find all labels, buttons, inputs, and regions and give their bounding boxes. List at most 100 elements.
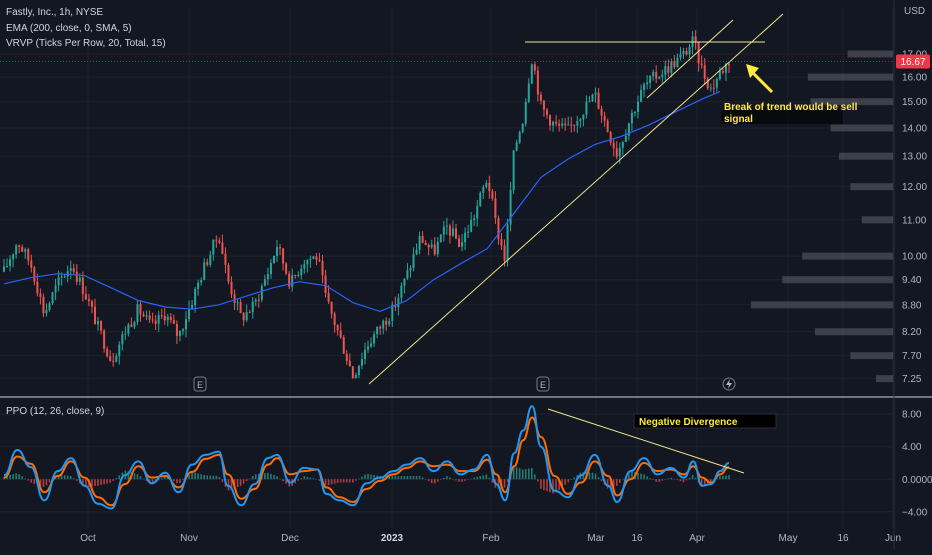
- candle-body: [303, 264, 306, 269]
- candle-body: [72, 268, 75, 272]
- candle-body: [6, 265, 9, 267]
- ppo-histogram-bar: [424, 479, 427, 480]
- candle-body: [709, 87, 712, 89]
- x-tick-label: May: [779, 533, 798, 544]
- ppo-histogram-bar: [294, 479, 297, 484]
- candle-body: [263, 279, 266, 286]
- candle-body: [309, 258, 312, 260]
- ppo-histogram-bar: [594, 473, 597, 480]
- legend-symbol[interactable]: Fastly, Inc., 1h, NYSE: [6, 7, 104, 18]
- price-tick-label: 8.20: [902, 327, 922, 338]
- ppo-histogram-bar: [303, 476, 306, 480]
- ppo-histogram-bar: [106, 479, 108, 484]
- trendline-support[interactable]: [368, 13, 784, 385]
- candle-body: [94, 306, 97, 325]
- ppo-histogram-bar: [561, 479, 563, 488]
- ppo-histogram-bar: [200, 474, 202, 480]
- candle-body: [200, 279, 203, 283]
- candle-body: [585, 101, 588, 115]
- ppo-histogram-bar: [573, 477, 576, 480]
- candle-body: [542, 100, 545, 110]
- ppo-histogram-bar: [518, 468, 521, 480]
- ppo-histogram-bar: [640, 473, 642, 480]
- ppo-histogram-bar: [82, 479, 84, 486]
- volume-profile-bar: [802, 252, 893, 260]
- candle-body: [688, 46, 691, 55]
- candle-body: [649, 76, 652, 83]
- earnings-marker-label: E: [197, 380, 203, 390]
- candle-body: [154, 320, 157, 324]
- ppo-histogram-bar: [355, 479, 357, 481]
- dividend-split-marker[interactable]: [722, 377, 736, 391]
- ppo-histogram-bar: [567, 479, 570, 483]
- candle-body: [282, 248, 285, 264]
- ppo-histogram-bar: [400, 476, 403, 480]
- candle-body: [549, 115, 552, 126]
- candle-body: [700, 63, 703, 66]
- ppo-histogram-bar: [112, 479, 115, 481]
- ppo-histogram-bar: [212, 475, 215, 480]
- last-price-badge: [896, 54, 930, 69]
- candle-body: [703, 65, 706, 79]
- ppo-histogram-bar: [512, 467, 515, 480]
- candle-body: [84, 294, 87, 300]
- ppo-histogram-bar: [352, 479, 354, 483]
- candle-body: [327, 293, 330, 302]
- earnings-marker[interactable]: [193, 376, 207, 392]
- ppo-histogram-bar: [403, 476, 406, 480]
- candle-body: [664, 66, 667, 75]
- candle-body: [236, 302, 239, 304]
- candle-body: [12, 254, 15, 260]
- ppo-histogram-bar: [267, 472, 269, 480]
- candle-body: [606, 120, 609, 132]
- price-tick-label: 13.00: [902, 152, 927, 163]
- ppo-histogram-bar: [582, 472, 585, 480]
- candle-body: [524, 102, 527, 124]
- candle-body: [54, 285, 57, 293]
- candle-body: [3, 266, 5, 272]
- legend-ema[interactable]: EMA (200, close, 0, SMA, 5): [6, 23, 132, 34]
- candle-body: [160, 315, 163, 317]
- ppo-histogram-bar: [628, 472, 630, 480]
- candle-body: [439, 234, 442, 242]
- candle-body: [203, 262, 206, 280]
- candle-body: [509, 190, 512, 225]
- divergence-label-box: [633, 413, 777, 429]
- ppo-histogram-bar: [606, 479, 609, 489]
- candle-body: [476, 205, 479, 219]
- candle-body: [254, 299, 257, 302]
- earnings-marker[interactable]: [536, 376, 550, 392]
- ppo-histogram-bar: [330, 479, 333, 485]
- price-tick-label: 7.70: [902, 351, 922, 362]
- divergence-trendline[interactable]: [547, 408, 745, 474]
- ppo-histogram-bar: [615, 479, 618, 486]
- ppo-histogram-bar: [637, 472, 639, 480]
- ppo-histogram-bar: [688, 477, 691, 480]
- candle-body: [330, 301, 333, 314]
- ppo-histogram-bar: [12, 474, 14, 480]
- ppo-histogram-bar: [388, 476, 391, 480]
- candle-body: [579, 119, 582, 122]
- ppo-histogram-bar: [709, 479, 712, 482]
- ppo-histogram-bar: [191, 471, 193, 480]
- candle-body: [712, 87, 715, 89]
- candle-body: [248, 312, 251, 314]
- candle-body: [354, 374, 357, 378]
- candle-body: [81, 277, 84, 295]
- legend-vrvp[interactable]: VRVP (Ticks Per Row, 20, Total, 15): [6, 38, 166, 49]
- trendline-channel[interactable]: [646, 19, 734, 99]
- candle-body: [661, 74, 664, 77]
- ppo-histogram-bar: [63, 475, 66, 480]
- ppo-histogram-bar: [691, 474, 694, 480]
- ppo-histogram-bar: [100, 479, 102, 486]
- legend-ppo[interactable]: PPO (12, 26, close, 9): [6, 406, 105, 417]
- candle-body: [351, 366, 354, 378]
- ppo-histogram-bar: [643, 474, 645, 480]
- ppo-histogram-bar: [15, 473, 17, 480]
- candle-body: [242, 312, 245, 321]
- candle-body: [576, 121, 579, 126]
- ppo-histogram-bar: [506, 479, 509, 482]
